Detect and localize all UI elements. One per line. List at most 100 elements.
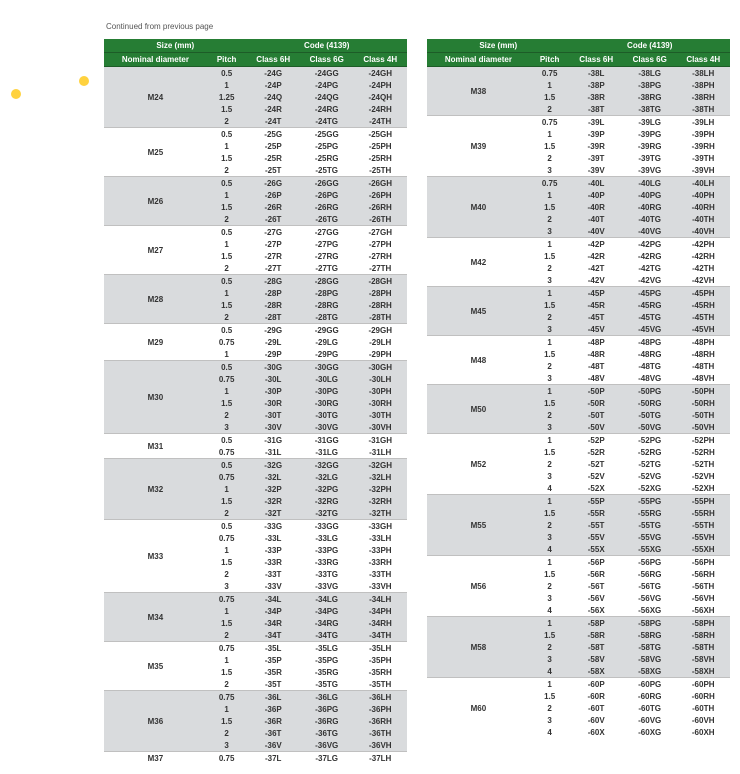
table-row: M270.5-27G-27GG-27GH (104, 226, 407, 239)
pitch-cell: 1.5 (530, 568, 570, 580)
class-6h-cell: -28R (246, 299, 299, 311)
class-4h-cell: -28PH (353, 287, 407, 299)
class-6h-cell: -42R (569, 250, 622, 262)
class-6g-cell: -48RG (623, 348, 677, 360)
class-4h-cell: -36LH (353, 691, 407, 704)
class-6h-cell: -45V (569, 323, 622, 336)
class-6h-cell: -45T (569, 311, 622, 323)
class-4h-cell: -29LH (353, 336, 407, 348)
pitch-cell: 2 (207, 164, 247, 177)
class-6h-cell: -26G (246, 177, 299, 190)
pitch-cell: 2 (530, 580, 570, 592)
class-6g-cell: -39VG (623, 164, 677, 177)
pitch-cell: 2 (530, 641, 570, 653)
class-6g-cell: -33VG (300, 580, 354, 593)
class-6h-cell: -38R (569, 91, 622, 103)
pitch-cell: 3 (207, 421, 247, 434)
class-6g-cell: -24QG (300, 91, 354, 103)
diameter-cell: M26 (104, 177, 207, 226)
class-4h-cell: -52PH (676, 434, 730, 447)
class-6h-cell: -58V (569, 653, 622, 665)
class-6h-cell: -48V (569, 372, 622, 385)
class-4h-cell: -55XH (676, 543, 730, 556)
pitch-cell: 2 (530, 311, 570, 323)
class-6h-cell: -39R (569, 140, 622, 152)
class-6g-cell: -60VG (623, 714, 677, 726)
pitch-cell: 1 (207, 483, 247, 495)
class-6g-cell: -30TG (300, 409, 354, 421)
class-6h-cell: -34P (246, 605, 299, 617)
table-row: M280.5-28G-28GG-28GH (104, 275, 407, 288)
class-4h-cell: -29PH (353, 348, 407, 361)
pitch-cell: 1 (530, 238, 570, 251)
class-4h-cell: -33LH (353, 532, 407, 544)
class-6h-cell: -60R (569, 690, 622, 702)
pitch-cell: 3 (207, 580, 247, 593)
class-6g-cell: -60XG (623, 726, 677, 738)
table-row: M340.75-34L-34LG-34LH (104, 593, 407, 606)
class-4h-cell: -55PH (676, 495, 730, 508)
class-6h-cell: -38L (569, 67, 622, 80)
class-6g-cell: -32RG (300, 495, 354, 507)
class-6g-cell: -58XG (623, 665, 677, 678)
class-6g-cell: -33TG (300, 568, 354, 580)
pitch-cell: 0.5 (207, 434, 247, 447)
class-4h-cell: -34RH (353, 617, 407, 629)
pitch-cell: 1 (530, 678, 570, 691)
class-6g-cell: -48PG (623, 336, 677, 349)
class-6h-cell: -39V (569, 164, 622, 177)
pitch-cell: 0.5 (207, 520, 247, 533)
class-6g-cell: -39RG (623, 140, 677, 152)
diameter-cell: M60 (427, 678, 530, 739)
pitch-cell: 1.5 (207, 715, 247, 727)
class-4h-cell: -33GH (353, 520, 407, 533)
class-6g-cell: -27TG (300, 262, 354, 275)
class-6g-cell: -40VG (623, 225, 677, 238)
class-4h-cell: -52RH (676, 446, 730, 458)
table-row: M350.75-35L-35LG-35LH (104, 642, 407, 655)
class-4h-cell: -45RH (676, 299, 730, 311)
diameter-cell: M50 (427, 385, 530, 434)
class-4h-cell: -32TH (353, 507, 407, 520)
class-6g-cell: -35TG (300, 678, 354, 691)
pitch-cell: 2 (207, 629, 247, 642)
class-6g-cell: -28GG (300, 275, 354, 288)
class-6h-cell: -25G (246, 128, 299, 141)
pitch-cell: 2 (207, 678, 247, 691)
pitch-cell: 1.5 (207, 201, 247, 213)
class-4h-cell: -28RH (353, 299, 407, 311)
class-4h-cell: -55RH (676, 507, 730, 519)
class-6g-cell: -37LG (300, 752, 354, 765)
class-4h-cell: -27RH (353, 250, 407, 262)
class-6h-cell: -39L (569, 116, 622, 129)
class-4h-cell: -42PH (676, 238, 730, 251)
diameter-cell: M37 (104, 752, 207, 765)
pitch-cell: 0.5 (207, 67, 247, 80)
pitch-cell: 2 (207, 115, 247, 128)
pitch-cell: 1.5 (530, 690, 570, 702)
table-row: M240.5-24G-24GG-24GH (104, 67, 407, 80)
class-6h-cell: -27R (246, 250, 299, 262)
class-6h-cell: -55R (569, 507, 622, 519)
class-4h-cell: -58RH (676, 629, 730, 641)
class-6g-cell: -42VG (623, 274, 677, 287)
diameter-cell: M27 (104, 226, 207, 275)
pitch-cell: 0.5 (207, 324, 247, 337)
class-4h-cell: -35TH (353, 678, 407, 691)
class-6g-cell: -56RG (623, 568, 677, 580)
class-6h-cell: -33P (246, 544, 299, 556)
class-4h-cell: -30GH (353, 361, 407, 374)
class-6g-cell: -48VG (623, 372, 677, 385)
class-6g-header: Class 6G (300, 53, 354, 67)
class-4h-cell: -50TH (676, 409, 730, 421)
class-6g-cell: -25PG (300, 140, 354, 152)
diameter-cell: M39 (427, 116, 530, 177)
class-6g-cell: -26PG (300, 189, 354, 201)
pitch-cell: 0.75 (207, 532, 247, 544)
class-4h-cell: -33RH (353, 556, 407, 568)
class-6h-cell: -58P (569, 617, 622, 630)
class-6g-cell: -58PG (623, 617, 677, 630)
pitch-cell: 3 (530, 421, 570, 434)
class-6g-cell: -34TG (300, 629, 354, 642)
class-4h-cell: -35LH (353, 642, 407, 655)
